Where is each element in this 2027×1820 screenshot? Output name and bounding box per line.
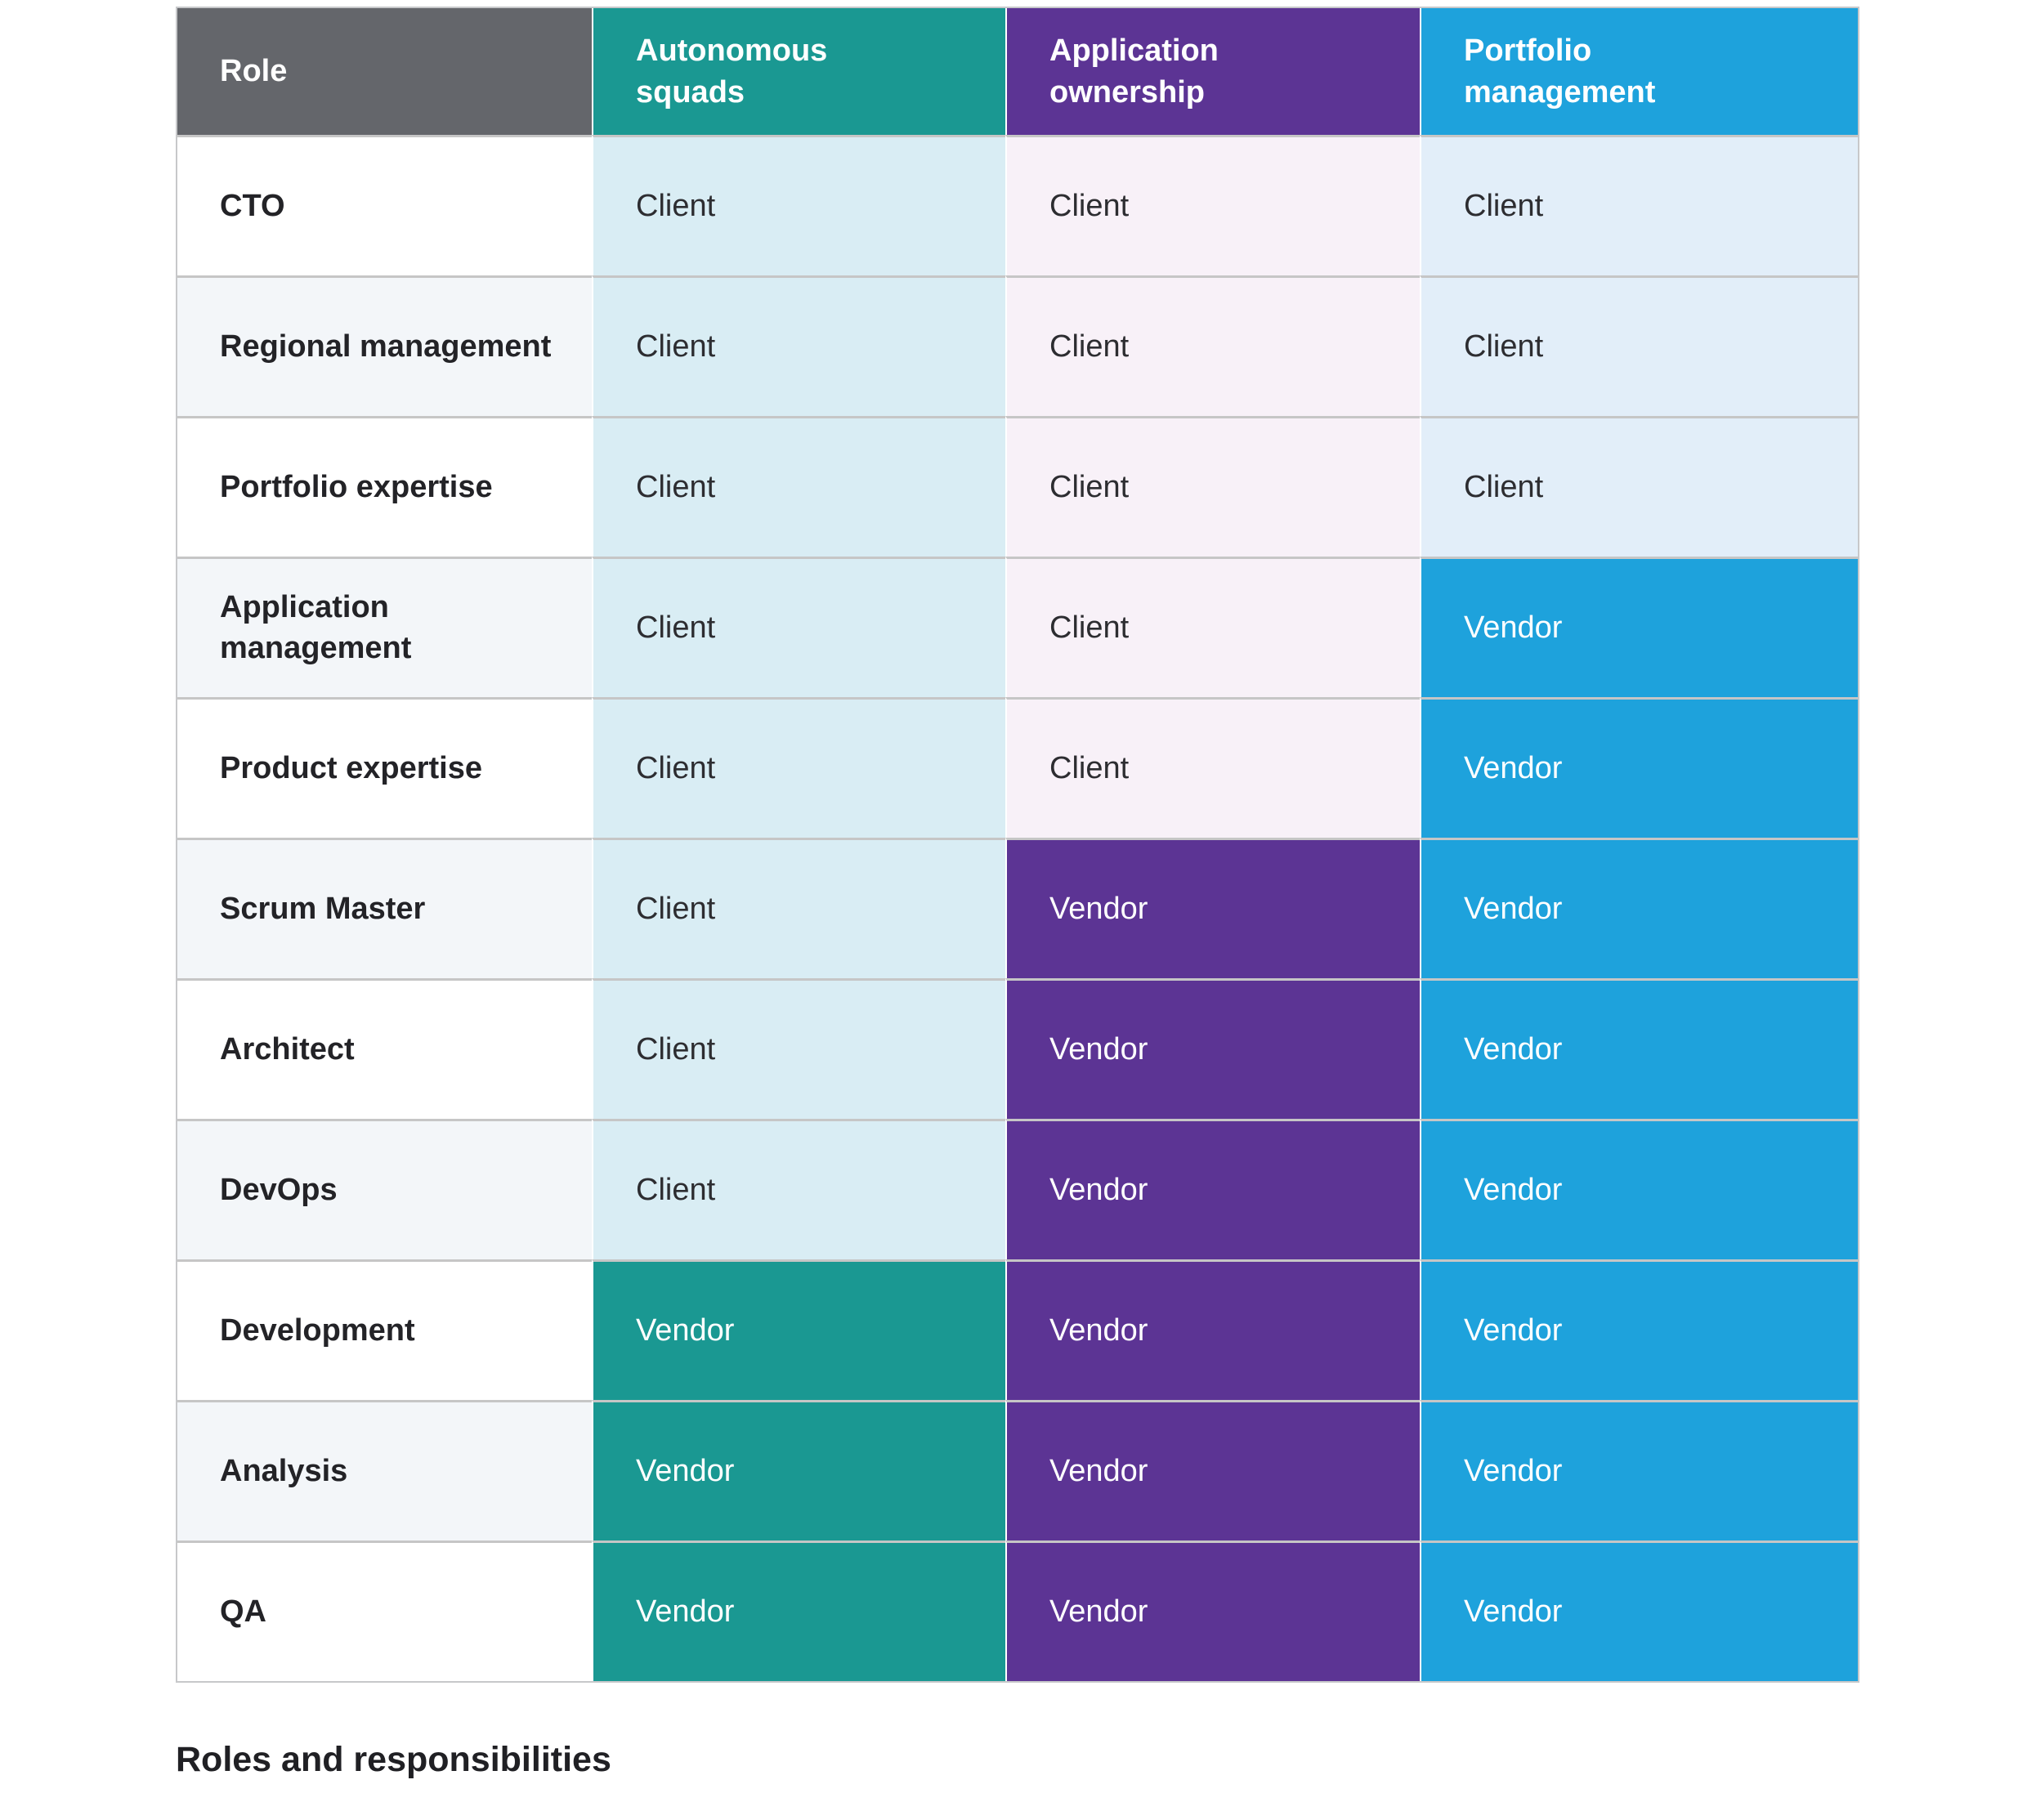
portfolio-management-cell: Client [1420,275,1858,416]
autonomous-squads-cell: Client [592,557,1005,697]
application-ownership-cell: Vendor [1005,1541,1420,1681]
autonomous-squads-cell: Client [592,135,1005,275]
role-cell: Development [177,1259,592,1400]
table-row: Regional management Client Client Client [177,275,1858,416]
table-row: DevOps Client Vendor Vendor [177,1119,1858,1259]
roles-responsibilities-table: Role Autonomous squads Application owner… [176,7,1859,1683]
portfolio-management-cell: Vendor [1420,838,1858,978]
table-row: Portfolio expertise Client Client Client [177,416,1858,557]
autonomous-squads-cell: Vendor [592,1400,1005,1541]
role-cell: CTO [177,135,592,275]
application-ownership-cell: Vendor [1005,1259,1420,1400]
portfolio-management-cell: Vendor [1420,1259,1858,1400]
application-ownership-cell: Vendor [1005,1400,1420,1541]
autonomous-squads-cell: Vendor [592,1259,1005,1400]
header-cell-application-ownership: Application ownership [1005,8,1420,135]
header-label-role: Role [220,54,288,89]
table-row: Application management Client Client Vendor [177,557,1858,697]
header-cell-autonomous-squads: Autonomous squads [592,8,1005,135]
table-row: CTO Client Client Client [177,135,1858,275]
roles-figure: Role Autonomous squads Application owner… [176,7,1859,1779]
portfolio-management-cell: Vendor [1420,1119,1858,1259]
header-label-portfolio-management: Portfolio management [1464,34,1656,110]
role-cell: Portfolio expertise [177,416,592,557]
role-cell: QA [177,1541,592,1681]
table-row: Product expertise Client Client Vendor [177,697,1858,838]
table-row: QA Vendor Vendor Vendor [177,1541,1858,1681]
portfolio-management-cell: Vendor [1420,978,1858,1119]
portfolio-management-cell: Client [1420,135,1858,275]
application-ownership-cell: Client [1005,135,1420,275]
role-cell: Regional management [177,275,592,416]
role-cell: Scrum Master [177,838,592,978]
table-row: Development Vendor Vendor Vendor [177,1259,1858,1400]
role-cell: Architect [177,978,592,1119]
table-row: Scrum Master Client Vendor Vendor [177,838,1858,978]
autonomous-squads-cell: Client [592,416,1005,557]
autonomous-squads-cell: Client [592,1119,1005,1259]
application-ownership-cell: Client [1005,557,1420,697]
portfolio-management-cell: Client [1420,416,1858,557]
application-ownership-cell: Vendor [1005,978,1420,1119]
application-ownership-cell: Client [1005,416,1420,557]
autonomous-squads-cell: Client [592,697,1005,838]
figure-caption: Roles and responsibilities [176,1740,611,1779]
table-row: Architect Client Vendor Vendor [177,978,1858,1119]
portfolio-management-cell: Vendor [1420,1541,1858,1681]
role-cell: DevOps [177,1119,592,1259]
header-row: Role Autonomous squads Application owner… [177,8,1858,135]
role-cell: Analysis [177,1400,592,1541]
autonomous-squads-cell: Client [592,275,1005,416]
autonomous-squads-cell: Client [592,978,1005,1119]
header-cell-portfolio-management: Portfolio management [1420,8,1858,135]
application-ownership-cell: Vendor [1005,838,1420,978]
table-header: Role Autonomous squads Application owner… [177,8,1858,135]
portfolio-management-cell: Vendor [1420,1400,1858,1541]
table-row: Analysis Vendor Vendor Vendor [177,1400,1858,1541]
portfolio-management-cell: Vendor [1420,697,1858,838]
portfolio-management-cell: Vendor [1420,557,1858,697]
autonomous-squads-cell: Client [592,838,1005,978]
header-label-autonomous-squads: Autonomous squads [636,34,828,110]
role-cell: Product expertise [177,697,592,838]
header-cell-role: Role [177,8,592,135]
role-cell: Application management [177,557,592,697]
autonomous-squads-cell: Vendor [592,1541,1005,1681]
application-ownership-cell: Client [1005,697,1420,838]
header-label-application-ownership: Application ownership [1049,34,1219,110]
application-ownership-cell: Client [1005,275,1420,416]
table-body: CTO Client Client Client Regional management… [177,135,1858,1681]
application-ownership-cell: Vendor [1005,1119,1420,1259]
